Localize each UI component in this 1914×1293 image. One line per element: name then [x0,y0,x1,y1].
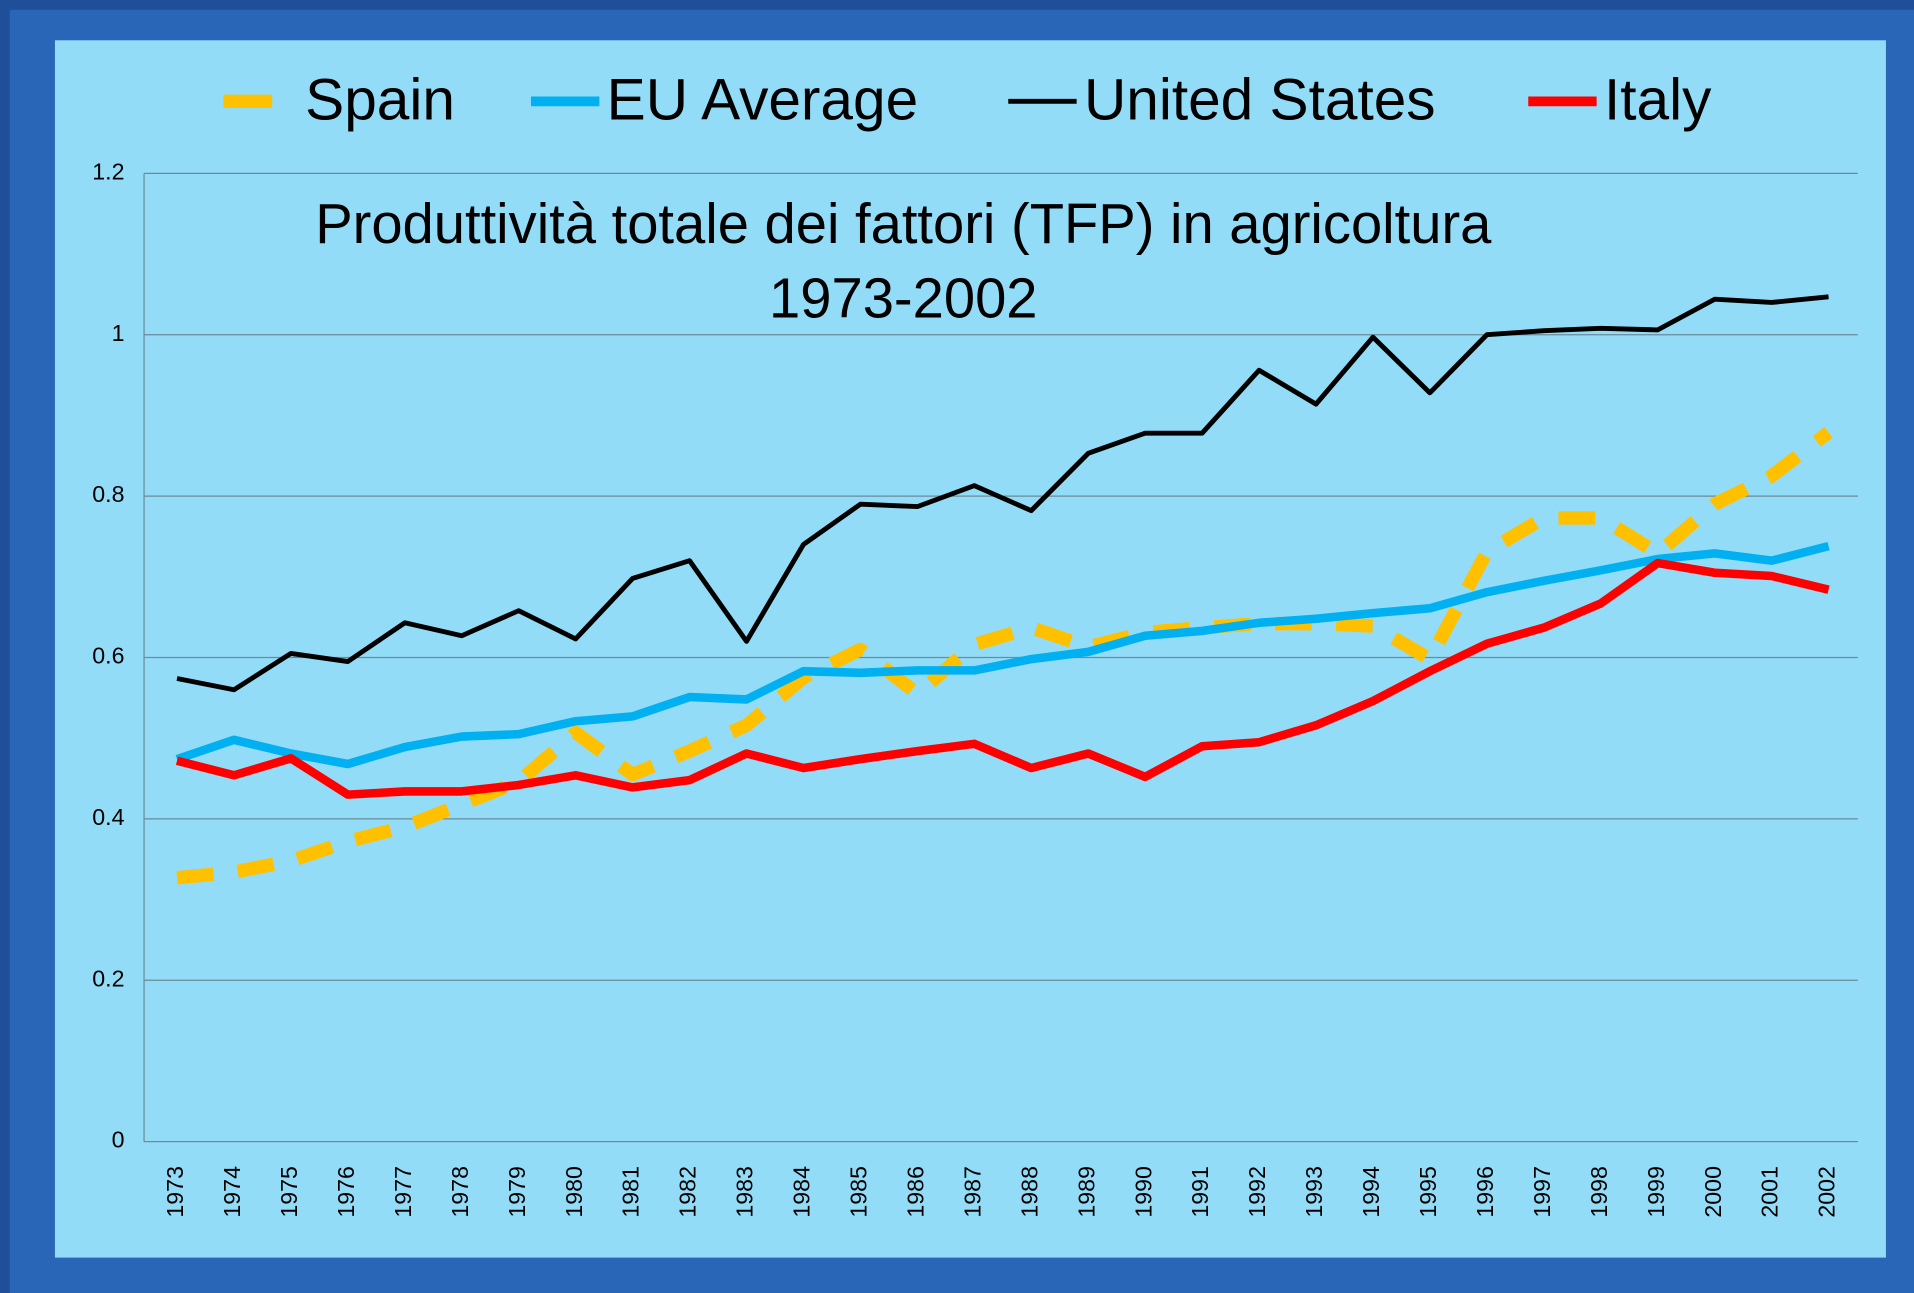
x-tick-label: 1973 [162,1166,188,1218]
x-tick-label: 1997 [1529,1166,1555,1218]
x-tick-label: 1999 [1643,1166,1669,1218]
chart-title: 1973-2002 [769,267,1037,330]
x-tick-label: 1985 [846,1166,872,1218]
x-tick-label: 1980 [561,1166,587,1218]
y-tick-label: 0.8 [92,481,124,507]
x-tick-label: 2002 [1814,1166,1840,1218]
x-tick-label: 1991 [1187,1166,1213,1218]
x-tick-label: 1978 [447,1166,473,1218]
y-tick-label: 0.4 [92,804,124,830]
legend-label: EU Average [607,67,919,132]
x-tick-label: 1983 [732,1166,758,1218]
series-line [175,558,1830,799]
x-tick-label: 1979 [504,1166,530,1218]
x-tick-label: 1995 [1415,1166,1441,1218]
x-tick-label: 1996 [1472,1166,1498,1218]
series-line [176,294,1829,693]
legend-label: United States [1084,67,1436,132]
x-tick-label: 1992 [1244,1166,1270,1218]
legend-label: Italy [1604,67,1712,132]
x-tick-label: 1974 [219,1166,245,1218]
x-tick-label: 2001 [1757,1166,1783,1218]
chart-title: Produttività totale dei fattori (TFP) in… [315,192,1492,255]
y-tick-label: 0.2 [92,965,124,991]
x-tick-label: 1975 [276,1166,302,1218]
y-tick-label: 0 [112,1127,125,1153]
x-tick-label: 1993 [1301,1166,1327,1218]
x-tick-label: 2000 [1700,1166,1726,1218]
x-tick-label: 1977 [390,1166,416,1218]
x-tick-label: 1989 [1073,1166,1099,1218]
x-tick-label: 1988 [1016,1166,1042,1218]
x-tick-label: 1984 [789,1166,815,1218]
y-tick-label: 1 [112,320,125,346]
x-tick-label: 1976 [333,1166,359,1218]
chart-panel [54,40,1886,1258]
x-tick-label: 1981 [618,1166,644,1218]
x-tick-label: 1982 [675,1166,701,1218]
series-line [175,542,1830,769]
x-tick-label: 1998 [1586,1166,1612,1218]
y-tick-label: 1.2 [92,158,124,184]
x-tick-label: 1987 [959,1166,985,1218]
y-tick-label: 0.6 [92,643,124,669]
x-tick-label: 1986 [902,1166,928,1218]
x-tick-label: 1994 [1358,1166,1384,1218]
legend-label: Spain [305,67,455,132]
series-line [176,427,1833,885]
x-tick-label: 1990 [1130,1166,1156,1218]
